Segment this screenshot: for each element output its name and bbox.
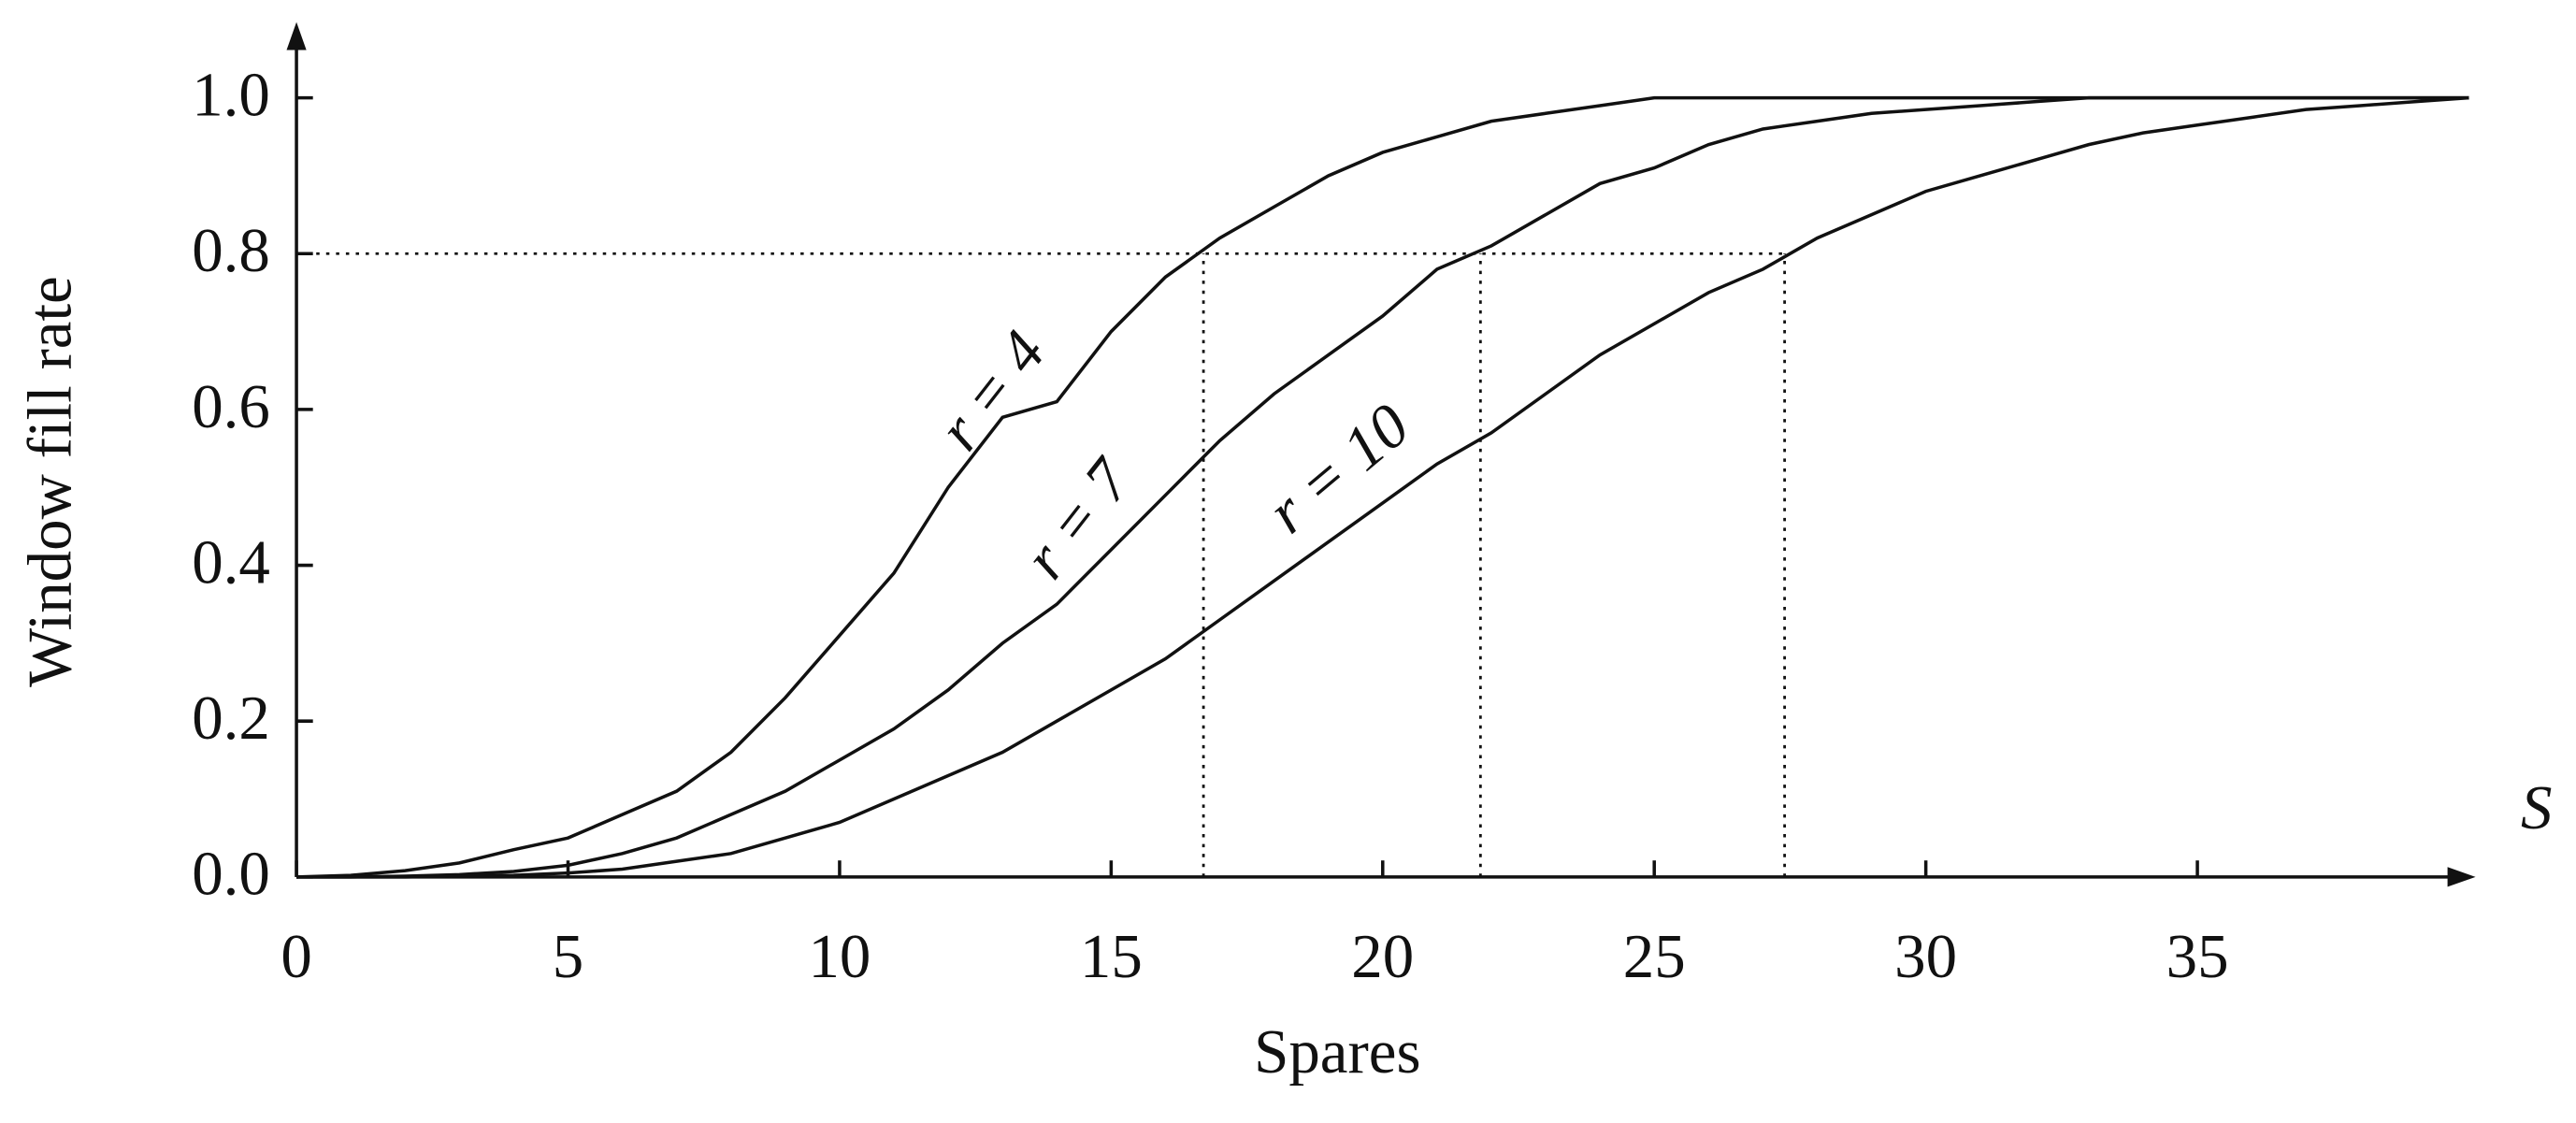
x-tick-label: 35 — [2166, 922, 2229, 991]
y-tick-label: 0.2 — [192, 684, 270, 753]
y-axis-label: Window fill rate — [15, 276, 84, 687]
y-tick-label: 0.0 — [192, 840, 270, 909]
series-line — [296, 95, 2469, 879]
x-tick-label: 30 — [1894, 922, 1957, 991]
x-tick-label: 0 — [281, 922, 311, 991]
x-axis-arrow — [2447, 867, 2476, 887]
x-tick-label: 20 — [1351, 922, 1414, 991]
y-tick-label: 0.8 — [192, 216, 270, 285]
series-label: r = 7 — [1010, 445, 1145, 591]
x-tick-label: 25 — [1623, 922, 1686, 991]
series-line — [296, 95, 2469, 879]
series-label: r = 4 — [925, 318, 1058, 462]
series-label: r = 10 — [1255, 391, 1422, 547]
x-axis-label: Spares — [1254, 1017, 1420, 1087]
series-line — [296, 95, 2469, 879]
x-axis-symbol: S — [2521, 773, 2552, 842]
x-tick-label: 15 — [1080, 922, 1143, 991]
y-axis-arrow — [286, 22, 307, 50]
y-tick-label: 1.0 — [192, 61, 270, 130]
x-tick-label: 10 — [808, 922, 871, 991]
y-tick-label: 0.6 — [192, 372, 270, 441]
y-tick-label: 0.4 — [192, 527, 270, 597]
x-tick-label: 5 — [553, 922, 583, 991]
